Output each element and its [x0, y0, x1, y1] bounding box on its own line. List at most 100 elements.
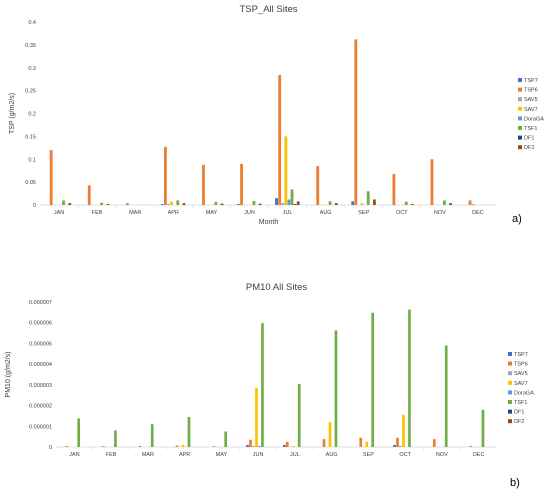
y-tick-label: 0.4 — [28, 20, 36, 26]
bar-df2-oct — [411, 204, 414, 205]
legend-swatch-tsp6 — [518, 87, 522, 92]
bar-sav7-aug — [328, 422, 332, 447]
x-axis-title: Month — [259, 219, 279, 226]
bar-df2-aug — [334, 203, 338, 205]
bar-tsp7-jul — [282, 444, 286, 447]
bar-df2-jun — [258, 203, 262, 205]
x-tick-label: SEP — [363, 452, 374, 458]
bar-tsf1-nov — [444, 345, 448, 447]
bar-tsp6-nov — [430, 159, 434, 205]
legend-label-tsp6: TSP6 — [514, 362, 528, 368]
bar-tsp6-mar — [138, 445, 142, 447]
bar-tsp6-aug — [322, 439, 326, 447]
y-tick-label: 0.000005 — [29, 341, 52, 347]
legend-swatch-tsf1 — [508, 400, 512, 404]
bar-tsp7-jun — [246, 444, 249, 447]
bar-sav7-oct — [402, 414, 405, 447]
bar-sav7-jun — [255, 387, 258, 447]
bar-sav5-jul — [281, 203, 285, 205]
legend-label-sav5: SAV5 — [514, 371, 528, 377]
bar-df2-may — [220, 203, 224, 205]
bar-sav7-sep — [360, 203, 364, 205]
legend-swatch-sav7 — [508, 380, 512, 385]
bar-tsf1-jun — [252, 200, 256, 205]
legend-swatch-sav5 — [518, 97, 522, 102]
bar-tsp6-sep — [359, 437, 363, 447]
y-tick-label: 0.000003 — [29, 383, 52, 389]
x-tick-label: SEP — [358, 210, 369, 216]
legend-label-df2: DF2 — [524, 145, 534, 151]
legend-label-doraga: DoraGA — [514, 390, 534, 396]
legend-swatch-df2 — [508, 419, 512, 424]
legend-label-tsp7: TSP7 — [514, 352, 528, 358]
bar-sav7-jul — [291, 445, 295, 447]
x-tick-label: MAR — [129, 210, 141, 216]
x-tick-label: NOV — [434, 210, 446, 216]
legend-swatch-tsp7 — [508, 352, 512, 356]
legend-label-tsp7: TSP7 — [524, 78, 538, 84]
legend-swatch-df1 — [508, 409, 512, 414]
bar-sav5-oct — [399, 445, 402, 447]
legend-swatch-doraga — [518, 116, 522, 121]
legend-swatch-doraga — [508, 390, 512, 395]
y-tick-label: 0.25 — [25, 89, 36, 95]
bar-tsp7-jul — [275, 198, 278, 205]
bar-tsf1-feb — [114, 430, 117, 447]
legend-label-df1: DF1 — [524, 136, 534, 142]
bar-tsp6-sep — [354, 39, 358, 206]
y-tick-label: 0.000002 — [29, 404, 52, 410]
bar-df2-jul — [296, 201, 300, 205]
legend-label-sav5: SAV5 — [524, 97, 538, 103]
bar-tsf1-aug — [328, 201, 332, 205]
bar-tsf1-may — [224, 431, 228, 447]
bar-tsp6-mar — [125, 203, 129, 205]
bar-tsp7-apr — [160, 204, 164, 205]
legend-swatch-sav5 — [508, 371, 512, 376]
bar-df2-sep — [372, 199, 376, 205]
bar-sav7-apr — [170, 201, 173, 205]
legend-swatch-sav7 — [518, 106, 522, 111]
bar-tsf1-may — [214, 201, 218, 205]
bar-tsp6-may — [212, 446, 216, 447]
x-tick-label: MAY — [206, 210, 218, 216]
x-tick-label: APR — [179, 452, 190, 458]
x-tick-label: MAR — [142, 452, 154, 458]
legend-label-sav7: SAV7 — [514, 381, 528, 387]
bar-tsp6-jan — [49, 150, 53, 205]
bar-tsp6-jul — [278, 75, 282, 205]
panel-label: b) — [510, 477, 520, 489]
y-axis-title: PM10 (g/m2/s) — [5, 352, 12, 398]
x-tick-label: JAN — [69, 452, 79, 458]
x-tick-label: APR — [168, 210, 179, 216]
legend-swatch-df1 — [518, 135, 522, 140]
x-tick-label: OCT — [396, 210, 408, 216]
bar-tsp6-apr — [164, 146, 167, 205]
bar-sav5-apr — [167, 204, 170, 205]
x-tick-label: JUN — [253, 452, 264, 458]
bar-tsp6-dec — [469, 445, 473, 447]
bar-tsf1-jul — [290, 189, 294, 205]
x-tick-label: MAY — [216, 452, 228, 458]
y-tick-label: 0.000001 — [29, 424, 52, 430]
y-tick-label: 0.3 — [28, 66, 36, 72]
legend-swatch-tsp7 — [518, 78, 522, 82]
x-tick-label: NOV — [436, 452, 448, 458]
y-tick-label: 0.2 — [28, 112, 36, 118]
bar-tsp6-jun — [240, 163, 243, 205]
bar-df2-feb — [106, 204, 110, 205]
bar-tsf1-oct — [404, 201, 408, 205]
legend-label-doraga: DoraGA — [524, 116, 544, 122]
x-tick-label: AUG — [326, 452, 338, 458]
bar-df2-jan — [68, 203, 72, 205]
bar-tsf1-jul — [297, 383, 301, 447]
x-tick-label: JAN — [54, 210, 64, 216]
bar-tsp6-feb — [87, 185, 91, 205]
bar-df2-nov — [449, 203, 452, 205]
bar-sav5-dec — [471, 204, 475, 205]
bar-tsp7-jun — [237, 204, 240, 205]
bar-tsp6-feb — [102, 446, 105, 447]
bar-sav7-jul — [284, 136, 288, 205]
x-tick-label: FEB — [92, 210, 103, 216]
y-tick-label: 0 — [33, 203, 36, 209]
bar-df2-apr — [182, 203, 186, 205]
